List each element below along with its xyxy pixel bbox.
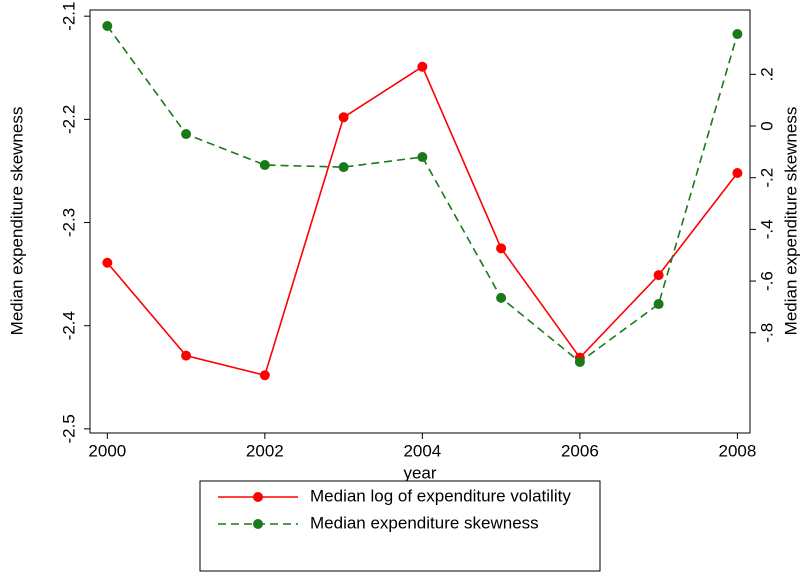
- point: [102, 21, 113, 32]
- point: [732, 29, 743, 40]
- legend-box: [199, 480, 601, 572]
- y-tick-label: -2.3: [59, 208, 78, 237]
- point: [338, 162, 349, 173]
- y2-tick-label: -.6: [757, 271, 776, 291]
- y2-tick-label: -.8: [757, 323, 776, 343]
- x-tick-label: 2008: [718, 441, 756, 460]
- x-tick-label: 2000: [88, 441, 126, 460]
- x-tick-label: 2002: [246, 441, 284, 460]
- y2-tick-label: 0: [757, 121, 776, 130]
- legend-label: Median log of expenditure volatility: [310, 486, 571, 505]
- point: [338, 112, 349, 123]
- y2-tick-label: .2: [757, 67, 776, 81]
- point: [653, 299, 664, 310]
- point: [259, 370, 270, 381]
- x-tick-label: 2004: [403, 441, 441, 460]
- point: [417, 61, 428, 72]
- y-tick-label: -2.5: [59, 414, 78, 443]
- y-tick-label: -2.2: [59, 105, 78, 134]
- y-axis-title: Median expenditure skewness: [7, 107, 26, 336]
- point: [259, 160, 270, 171]
- legend-label: Median expenditure skewness: [310, 513, 539, 532]
- point: [496, 292, 507, 303]
- point: [181, 350, 192, 361]
- y2-tick-label: -.2: [757, 168, 776, 188]
- point: [417, 152, 428, 163]
- point: [653, 270, 664, 281]
- point: [574, 356, 585, 367]
- legend-marker: [253, 519, 263, 529]
- legend-marker: [253, 492, 263, 502]
- point: [181, 129, 192, 140]
- y-tick-label: -2.1: [59, 2, 78, 31]
- y2-tick-label: -.4: [757, 219, 776, 239]
- x-tick-label: 2006: [561, 441, 599, 460]
- y2-axis-title: Median expenditure skewness: [781, 107, 800, 336]
- point: [496, 243, 507, 254]
- y-tick-label: -2.4: [59, 311, 78, 340]
- series-line: [106, 65, 739, 377]
- plot-frame: [89, 9, 751, 434]
- point: [732, 168, 743, 179]
- point: [102, 257, 113, 268]
- series-line: [106, 25, 739, 363]
- x-axis-title: year: [403, 463, 436, 482]
